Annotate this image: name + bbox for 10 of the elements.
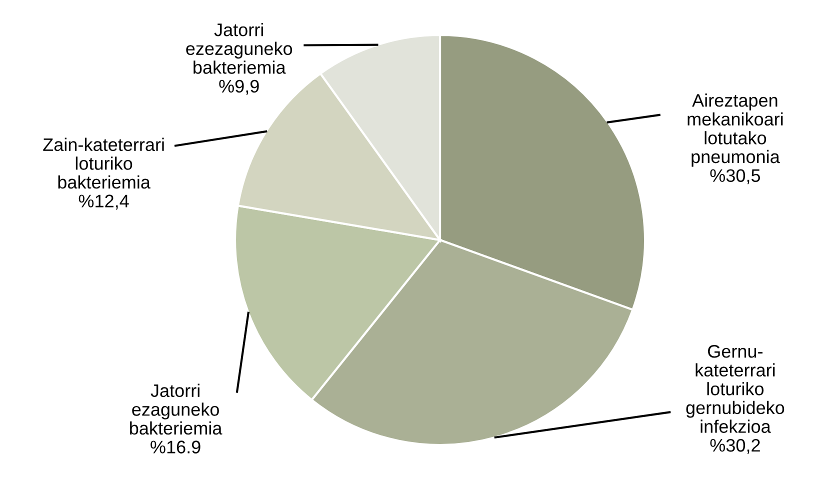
- data-label: %9,9: [219, 80, 259, 95]
- data-label: %12,4: [78, 194, 129, 210]
- slice-label: Aireztapen mekanikoari lotutako pneumonia: [688, 94, 783, 167]
- slice-label: Gernu- kateterrari loturiko gernubideko infekzioa: [686, 344, 784, 433]
- slice-label: Zain-kateterrari loturiko bakteriemia: [43, 138, 164, 189]
- data-label: %16.9: [150, 440, 200, 454]
- data-label: %30,2: [710, 438, 760, 454]
- slice-label: Jatorri ezaguneko bakteriemia: [130, 384, 222, 435]
- data-label: %30,5: [710, 169, 760, 184]
- slice-label: Jatorri ezezaguneko bakteriemia: [186, 22, 292, 74]
